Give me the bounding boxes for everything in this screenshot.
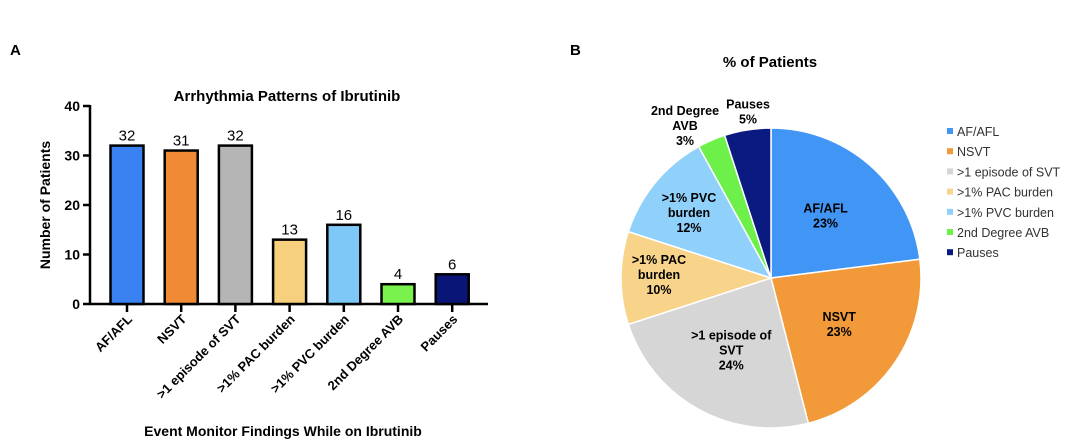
pie-slice-label: 2nd Degree AVB 3% xyxy=(651,104,719,148)
bar-value-label: 31 xyxy=(173,133,190,150)
pie-slice xyxy=(627,145,773,280)
x-tick-label: NSVT xyxy=(154,311,189,346)
bar xyxy=(326,223,362,306)
legend-swatch xyxy=(947,208,953,215)
bar-value-label: 32 xyxy=(227,128,244,145)
bar xyxy=(380,282,416,306)
pie-slice-label: >1 episode of SVT 24% xyxy=(691,328,772,372)
y-axis-label: Number of Patients xyxy=(37,141,53,270)
legend-entry: >1 episode of SVT xyxy=(957,165,1061,179)
bar xyxy=(163,149,199,306)
legend-swatch xyxy=(947,148,953,155)
bar-value-label: 32 xyxy=(119,128,136,145)
y-tick-label: 30 xyxy=(64,148,80,164)
bar xyxy=(109,144,145,306)
bar-value-label: 6 xyxy=(448,256,456,273)
pie-legend: AF/AFL NSVT >1 episode of SVT >1% PAC burde… xyxy=(947,125,1061,260)
legend-swatch xyxy=(947,188,953,195)
panel-label-a: A xyxy=(10,42,21,59)
pie-slice-label: Pauses 5% xyxy=(726,98,770,127)
legend-entry: AF/AFL xyxy=(957,125,999,139)
pie-slice xyxy=(770,258,922,425)
y-tick-label: 40 xyxy=(64,98,80,114)
legend-swatch xyxy=(947,128,953,134)
y-tick-label: 10 xyxy=(64,247,80,263)
pie-slice-label: AF/AFL 23% xyxy=(803,202,848,231)
y-tick-label: 20 xyxy=(64,197,80,213)
pie-slice-label: NSVT 23% xyxy=(823,310,857,339)
legend-entry: >1% PVC burden xyxy=(957,206,1054,220)
pie-slice xyxy=(627,277,810,429)
bar-chart-title: Arrhythmia Patterns of Ibrutinib xyxy=(174,88,401,105)
bar xyxy=(434,273,470,306)
bar xyxy=(217,144,254,306)
bar-value-label: 4 xyxy=(394,266,402,283)
legend-swatch xyxy=(947,249,953,256)
bar-value-label: 13 xyxy=(281,222,298,239)
legend-swatch xyxy=(947,229,953,235)
x-tick-label: Pauses xyxy=(418,312,461,355)
legend-entry: 2nd Degree AVB xyxy=(957,226,1049,240)
panel-label-b: B xyxy=(570,42,581,59)
legend-entry: Pauses xyxy=(957,246,999,260)
pie-slice xyxy=(723,127,772,279)
pie-chart: AF/AFL 23%NSVT 23%>1 episode of SVT 24%>1% P… xyxy=(620,98,922,429)
bar xyxy=(271,238,308,306)
pie-slice-label: >1% PAC burden 10% xyxy=(632,253,686,297)
pie-slice xyxy=(770,127,921,279)
x-axis-label: Event Monitor Findings While on Ibrutini… xyxy=(144,423,422,439)
legend-entry: NSVT xyxy=(957,145,991,159)
x-tick-label: AF/AFL xyxy=(92,311,135,354)
y-tick-label: 0 xyxy=(72,296,80,312)
bar-value-label: 16 xyxy=(335,207,352,224)
pie-chart-title: % of Patients xyxy=(723,54,817,71)
pie-slice xyxy=(620,230,774,326)
legend-swatch xyxy=(947,168,953,175)
legend-entry: >1% PAC burden xyxy=(957,186,1053,200)
pie-slice-label: >1% PVC burden 12% xyxy=(662,191,717,235)
